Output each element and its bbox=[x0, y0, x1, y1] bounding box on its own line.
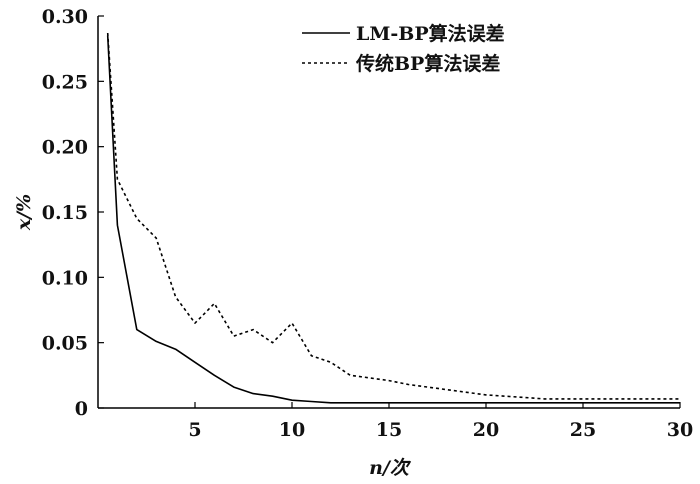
y-tick-label: 0.15 bbox=[42, 202, 88, 224]
legend-label-lm-bp: LM-BP算法误差 bbox=[356, 22, 505, 45]
y-axis-label: x/% bbox=[13, 194, 35, 231]
legend: LM-BP算法误差 传统BP算法误差 bbox=[302, 22, 505, 75]
x-tick-label: 25 bbox=[570, 419, 596, 441]
x-tick-label: 10 bbox=[279, 419, 305, 441]
x-tick-label: 5 bbox=[188, 419, 201, 441]
x-tick-label: 15 bbox=[376, 419, 402, 441]
series-group bbox=[106, 32, 680, 404]
x-axis-label: n/次 bbox=[369, 457, 412, 479]
series-line-lm-bp bbox=[106, 35, 680, 404]
y-tick-label: 0.25 bbox=[42, 71, 88, 93]
x-tick-label: 30 bbox=[667, 419, 693, 441]
y-tick-label: 0.05 bbox=[42, 333, 88, 355]
y-tick-label: 0.30 bbox=[42, 6, 88, 28]
ticks: 0 0.05 0.10 0.15 0.20 0.25 0.30 5 10 15 20 25 30 bbox=[42, 6, 694, 441]
y-tick-label: 0 bbox=[75, 398, 88, 420]
x-tick-label: 20 bbox=[473, 419, 499, 441]
legend-label-traditional-bp: 传统BP算法误差 bbox=[355, 52, 500, 75]
y-tick-label: 0.10 bbox=[42, 267, 88, 289]
y-tick-label: 0.20 bbox=[42, 137, 88, 159]
series-line-traditional-bp bbox=[106, 32, 680, 400]
